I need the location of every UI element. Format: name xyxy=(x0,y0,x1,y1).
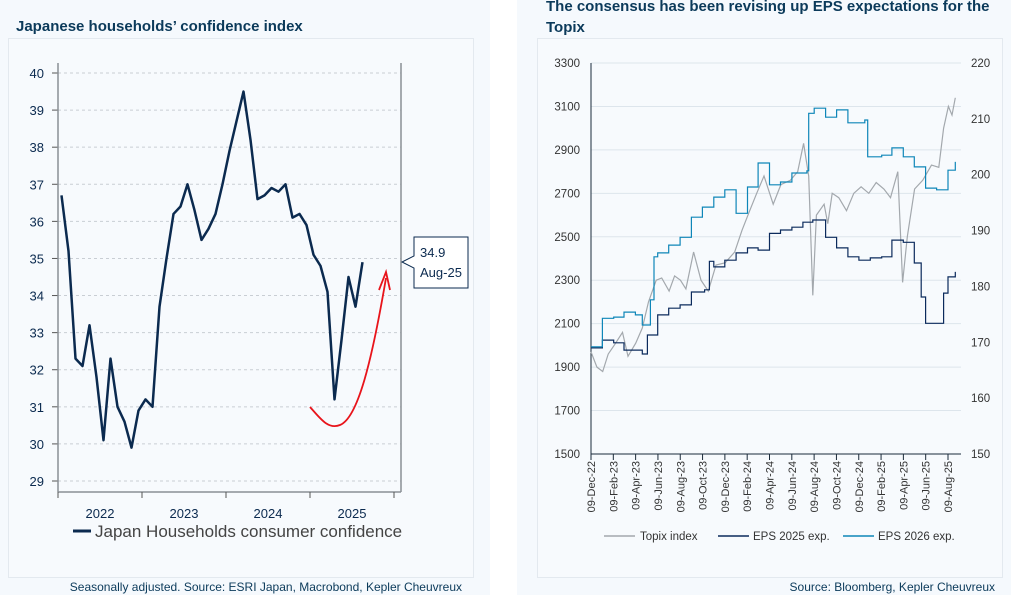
x-tick-label: 09-Aug-23 xyxy=(675,461,687,512)
y-tick-label: 2300 xyxy=(554,275,580,287)
left-chart: 29 30 31 32 33 34 35 36 37 38 39 40 2022 2023 2024 2025… xyxy=(30,63,469,541)
x-tick-label: 09-Feb-25 xyxy=(876,461,888,512)
x-tick-label: 2025 xyxy=(338,506,367,521)
y-tick-label: 2100 xyxy=(554,319,580,331)
legend-label: EPS 2026 exp. xyxy=(878,531,955,543)
y2-tick-label: 200 xyxy=(971,170,990,182)
legend-label: Topix index xyxy=(640,531,698,543)
y-tick-label: 39 xyxy=(30,103,44,118)
y-tick-label: 1500 xyxy=(554,449,580,461)
x-tick-label: 09-Jun-25 xyxy=(921,461,933,511)
y2-tick-label: 160 xyxy=(971,393,990,405)
y-tick-label: 35 xyxy=(30,251,44,266)
x-tick-label: 09-Jun-24 xyxy=(787,461,799,511)
x-tick-label: 2023 xyxy=(170,506,199,521)
y-tick-label: 36 xyxy=(30,214,44,229)
y-tick-label: 3300 xyxy=(554,58,580,70)
y-tick-label: 1700 xyxy=(554,406,580,418)
x-tick-label: 09-Apr-23 xyxy=(631,461,643,510)
left-chart-title: Japanese households’ confidence index xyxy=(16,18,303,35)
x-tick-label: 2024 xyxy=(254,506,283,521)
series-line xyxy=(60,90,364,449)
y-tick-label: 3100 xyxy=(554,101,580,113)
y-tick-label: 31 xyxy=(30,400,44,415)
x-tick-label: 09-Feb-24 xyxy=(742,461,754,512)
y-tick-label: 30 xyxy=(30,437,44,452)
x-tick-label: 09-Oct-23 xyxy=(698,461,710,510)
y2-tick-label: 150 xyxy=(971,449,990,461)
right-chart-title: The consensus has been revising up EPS e… xyxy=(546,0,990,36)
legend-label: EPS 2025 exp. xyxy=(753,531,830,543)
y2-tick-label: 180 xyxy=(971,281,990,293)
y-tick-label: 40 xyxy=(30,66,44,81)
x-tick-label: 09-Oct-24 xyxy=(831,461,843,510)
left-chart-box xyxy=(8,38,474,578)
x-tick-label: 09-Aug-24 xyxy=(809,461,821,512)
y2-tick-label: 190 xyxy=(971,226,990,238)
y2-tick-label: 210 xyxy=(971,114,990,126)
y-tick-label: 2900 xyxy=(554,145,580,157)
y-tick-label: 33 xyxy=(30,326,44,341)
right-footnote: Source: Bloomberg, Kepler Cheuvreux xyxy=(789,580,995,594)
y-tick-label: 32 xyxy=(30,363,44,378)
value-callout xyxy=(400,236,469,289)
y-tick-label: 38 xyxy=(30,140,44,155)
y-tick-label: 2700 xyxy=(554,188,580,200)
x-tick-label: 09-Jun-23 xyxy=(653,461,665,511)
x-tick-label: 09-Apr-25 xyxy=(898,461,910,510)
left-panel: Japanese households’ confidence index 29… xyxy=(0,0,490,595)
callout-date: Aug-25 xyxy=(420,265,462,280)
x-tick-label: 2022 xyxy=(86,506,115,521)
x-tick-label: 09-Aug-25 xyxy=(943,461,955,512)
y2-tick-label: 170 xyxy=(971,337,990,349)
right-panel: The consensus has been revising up EPS e… xyxy=(517,0,1011,595)
x-tick-label: 09-Feb-23 xyxy=(608,461,620,512)
y2-tick-label: 220 xyxy=(971,58,990,70)
y-tick-label: 1900 xyxy=(554,362,580,374)
x-tick-label: 09-Dec-24 xyxy=(854,461,866,512)
arrow-head-icon xyxy=(378,268,391,291)
series-line-1 xyxy=(590,97,956,373)
x-tick-label: 09-Apr-24 xyxy=(765,461,777,510)
legend-label: Japan Households consumer confidence xyxy=(95,522,402,541)
y-tick-label: 29 xyxy=(30,474,44,489)
series-line-2 xyxy=(591,219,956,355)
trend-arrow xyxy=(309,277,387,428)
y-tick-label: 37 xyxy=(30,177,44,192)
x-tick-label: 09-Dec-22 xyxy=(586,461,598,512)
y-tick-label: 2500 xyxy=(554,232,580,244)
left-footnote: Seasonally adjusted. Source: ESRI Japan,… xyxy=(69,580,462,594)
x-tick-label: 09-Dec-23 xyxy=(720,461,732,512)
callout-value: 34.9 xyxy=(420,245,445,260)
y-tick-label: 34 xyxy=(30,289,44,304)
